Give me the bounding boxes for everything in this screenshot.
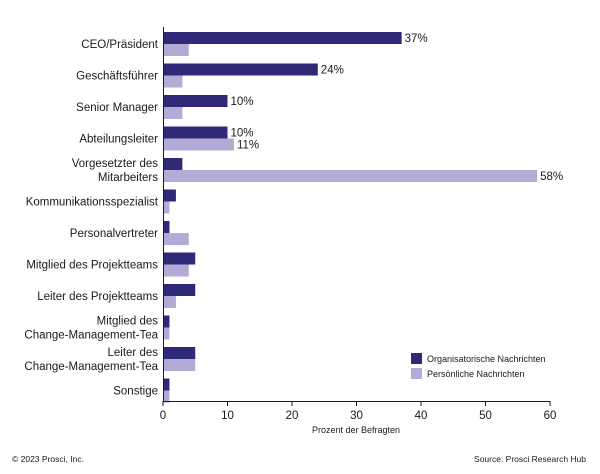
- bar-s0-c3: [163, 126, 228, 139]
- x-tick-label-5: 50: [479, 410, 492, 422]
- value-label-s0-c1: 24%: [321, 65, 344, 77]
- bar-s0-c7: [163, 252, 196, 265]
- bar-s1-c4: [163, 170, 538, 182]
- category-label-4-line0: Vorgesetzter des: [72, 158, 159, 170]
- bar-s1-c0: [163, 44, 189, 56]
- legend: Organisatorische Nachrichten Persönliche…: [411, 353, 546, 379]
- category-label-3: Abteilungsleiter: [79, 134, 158, 146]
- legend-swatch-persoenliche: [411, 368, 422, 379]
- bar-s1-c8: [163, 296, 176, 308]
- bar-s1-c10: [163, 359, 196, 371]
- x-tick-label-0: 0: [160, 410, 166, 422]
- bar-s0-c5: [163, 189, 176, 202]
- bar-s1-c7: [163, 264, 189, 277]
- bar-s0-c11: [163, 378, 170, 391]
- legend-label-organisatorische: Organisatorische Nachrichten: [427, 354, 546, 364]
- bar-s1-c2: [163, 107, 183, 119]
- category-label-6: Personalvertreter: [70, 228, 158, 240]
- x-axis-ticks: 0 10 20 30 40 50 60: [160, 401, 557, 422]
- category-label-10-line1: Change-Management-Tea: [24, 361, 158, 373]
- category-label-1: Geschäftsführer: [76, 71, 158, 83]
- category-label-2: Senior Manager: [76, 102, 158, 114]
- category-label-0: CEO/Präsident: [81, 39, 159, 51]
- value-labels: 37%24%10%10%11%58%: [231, 33, 564, 183]
- value-label-s0-c3: 10%: [231, 128, 254, 140]
- category-label-9-line0: Mitglied des: [97, 316, 159, 328]
- bar-s0-c8: [163, 284, 196, 296]
- category-label-7: Mitglied des Projektteams: [26, 260, 158, 272]
- category-label-8: Leiter des Projektteams: [37, 291, 158, 303]
- legend-label-persoenliche: Persönliche Nachrichten: [427, 369, 525, 379]
- category-label-9-line1: Change-Management-Tea: [24, 330, 158, 342]
- source-text: Source: Prosci Research Hub: [474, 454, 586, 464]
- value-label-s1-c4: 58%: [540, 171, 563, 183]
- bar-s1-c11: [163, 390, 170, 403]
- bar-s0-c4: [163, 158, 183, 170]
- value-label-s0-c0: 37%: [405, 33, 428, 45]
- bar-s0-c2: [163, 95, 228, 107]
- x-tick-label-6: 60: [544, 410, 557, 422]
- bar-s0-c10: [163, 347, 196, 359]
- bar-s0-c6: [163, 221, 170, 233]
- legend-swatch-organisatorische: [411, 353, 422, 364]
- category-label-11: Sonstige: [113, 386, 158, 398]
- x-tick-label-3: 30: [350, 410, 363, 422]
- bar-s1-c3: [163, 138, 234, 151]
- bar-s1-c9: [163, 327, 170, 340]
- x-axis-title: Prozent der Befragten: [312, 425, 400, 435]
- category-labels: CEO/Präsident Geschäftsführer Senior Manag…: [24, 39, 158, 398]
- x-tick-label-2: 20: [286, 410, 299, 422]
- bar-s1-c6: [163, 233, 189, 245]
- x-tick-label-4: 40: [415, 410, 428, 422]
- bar-s1-c1: [163, 75, 183, 88]
- x-tick-label-1: 10: [221, 410, 234, 422]
- value-label-s1-c3: 11%: [237, 140, 259, 152]
- category-label-5: Kommunikationsspezialist: [26, 197, 159, 209]
- copyright-text: © 2023 Prosci, Inc.: [12, 454, 84, 464]
- bar-s0-c9: [163, 315, 170, 328]
- bar-s1-c5: [163, 201, 170, 214]
- bar-s0-c1: [163, 63, 318, 76]
- bar-s0-c0: [163, 32, 402, 44]
- value-label-s0-c2: 10%: [231, 96, 254, 108]
- bars-group: [163, 32, 538, 403]
- category-label-10-line0: Leiter des: [107, 347, 158, 359]
- category-label-4-line1: Mitarbeiters: [98, 172, 158, 184]
